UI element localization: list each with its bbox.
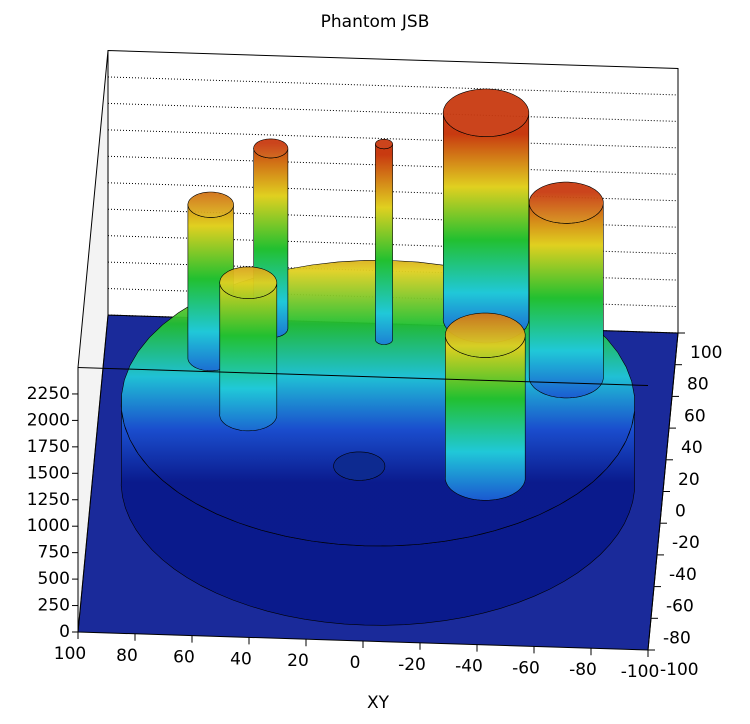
dip xyxy=(333,451,386,481)
x-tick-label: 60 xyxy=(173,648,195,668)
z-tick-label: 2250 xyxy=(27,384,70,404)
z-tick-label: 1250 xyxy=(27,490,70,510)
peak xyxy=(528,181,604,399)
x-tick-label: -20 xyxy=(398,655,426,675)
x-tick-label: 40 xyxy=(230,649,252,669)
peak xyxy=(219,266,278,432)
y-tick-label: -40 xyxy=(669,565,697,585)
x-tick-label: 20 xyxy=(287,651,309,671)
z-tick-label: 250 xyxy=(38,596,70,616)
grid-line xyxy=(107,182,679,202)
chart-title: Phantom JSB xyxy=(321,12,430,32)
peak xyxy=(444,312,526,501)
y-tick-label: 80 xyxy=(687,375,709,395)
grid-line xyxy=(107,102,679,122)
grid-line xyxy=(107,155,679,175)
box-edge xyxy=(647,332,679,651)
y-tick-label: 100 xyxy=(690,343,722,363)
y-tick-label: 0 xyxy=(675,502,686,522)
box-edge xyxy=(77,367,649,386)
y-tick-label: 20 xyxy=(678,470,700,490)
z-tick-label: 500 xyxy=(38,569,70,589)
y-tick-label: -20 xyxy=(672,533,700,553)
x-tick-label: -40 xyxy=(455,657,483,677)
y-tick-label: -60 xyxy=(666,597,694,617)
grid-line xyxy=(107,208,679,228)
z-tick-label: 1000 xyxy=(27,516,70,536)
y-tick-label: 40 xyxy=(681,438,703,458)
z-tick-label: 0 xyxy=(59,622,70,642)
grid-line xyxy=(107,235,679,255)
x-tick-label: -100 xyxy=(621,662,660,682)
left-wall xyxy=(77,50,109,633)
z-tick-label: 1750 xyxy=(27,437,70,457)
x-tick-label: 80 xyxy=(116,646,138,666)
peak xyxy=(442,88,530,344)
x-tick-label: -60 xyxy=(512,658,540,678)
grid-line xyxy=(107,76,679,96)
x-tick-label: -80 xyxy=(569,660,597,680)
z-tick-label: 2000 xyxy=(27,410,70,430)
y-tick-label: -100 xyxy=(660,660,699,680)
y-tick-label: 60 xyxy=(684,406,706,426)
x-axis-label: XY xyxy=(367,693,390,713)
y-tick-label: -80 xyxy=(663,628,691,648)
grid-line xyxy=(107,129,679,149)
z-tick-label: 750 xyxy=(38,543,70,563)
x-tick-label: 100 xyxy=(54,644,86,664)
peak xyxy=(375,139,393,345)
z-tick-label: 1500 xyxy=(27,463,70,483)
x-tick-label: 0 xyxy=(350,653,361,673)
